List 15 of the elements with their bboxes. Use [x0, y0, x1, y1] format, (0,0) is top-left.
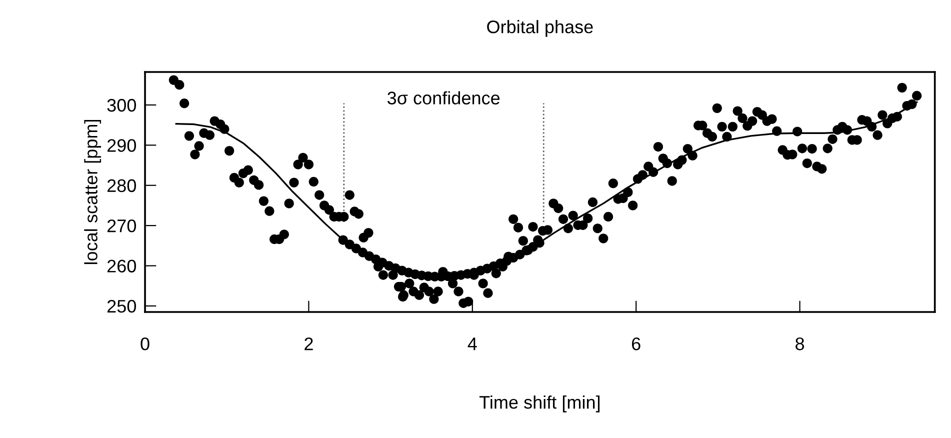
y-axis-title: local scatter [ppm]: [84, 120, 102, 264]
x-tick-label: 4: [468, 338, 477, 350]
x-tick-label: 0: [140, 337, 150, 350]
y-tick-label: 290: [107, 139, 136, 152]
y-tick-label: 270: [107, 219, 136, 232]
chart-title: Orbital phase: [487, 20, 593, 37]
x-tick-label: 8: [796, 337, 804, 350]
x-tick-label: 6: [632, 337, 640, 350]
y-tick-label: 250: [107, 300, 136, 313]
y-tick-label: 280: [107, 179, 136, 192]
y-tick-label: 300: [107, 98, 136, 112]
y-tick-label: 260: [107, 260, 136, 272]
x-tick-label: 2: [304, 337, 313, 350]
x-axis-title: Time shift [min]: [479, 395, 600, 412]
annotation: 3σ confidence: [388, 91, 500, 104]
